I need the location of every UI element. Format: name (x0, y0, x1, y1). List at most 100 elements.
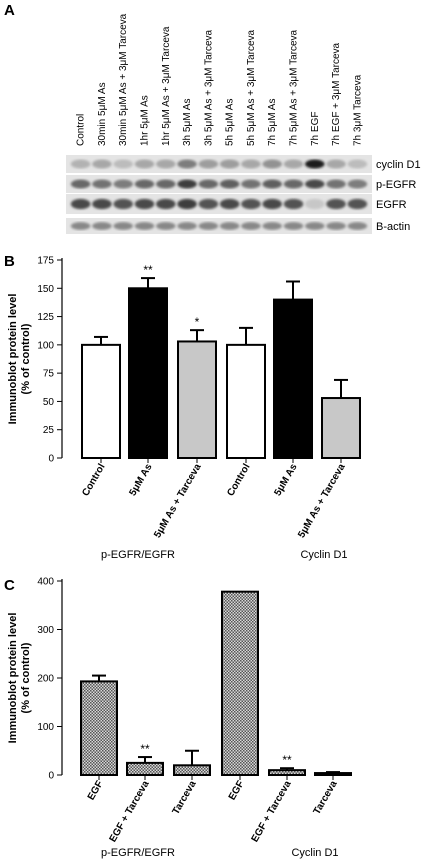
group-label: p-EGFR/EGFR (101, 549, 175, 561)
blot-band (198, 222, 219, 230)
x-category-label: 5μM As + Tarceva (152, 462, 204, 540)
blot-band (177, 159, 197, 169)
y-axis-label: Immunoblot protein level (7, 613, 19, 744)
significance-marker: * (195, 315, 200, 329)
y-tick-label: 0 (48, 771, 54, 782)
bar (268, 769, 306, 777)
y-axis-label: Immunoblot protein level (7, 294, 19, 425)
blot-band (326, 159, 346, 169)
blot-strip (66, 155, 372, 173)
lane-label: 30min 5μM As (97, 82, 108, 146)
group-label: Cyclin D1 (291, 847, 338, 859)
blot-strip (66, 175, 372, 193)
bar (226, 343, 266, 460)
lane-label: 3h 5μM As (182, 99, 193, 146)
x-category-label: Control (225, 462, 252, 498)
blot-band (241, 179, 261, 189)
x-category-label: EGF (227, 779, 247, 802)
lane-label: 5h 5μM As + 3μM Tarceva (246, 29, 257, 146)
lane-label: 7h 5μM As + 3μM Tarceva (289, 29, 300, 146)
y-tick-label: 100 (37, 340, 54, 351)
y-tick-label: 0 (48, 454, 54, 465)
bar (221, 590, 259, 776)
blot-band (219, 159, 240, 169)
bar (80, 680, 118, 777)
bar (177, 340, 217, 459)
blot-band (70, 198, 91, 210)
y-tick-label: 150 (37, 284, 54, 295)
bar (81, 343, 121, 460)
y-tick-label: 100 (37, 722, 54, 733)
significance-marker: ** (282, 753, 292, 767)
blot-band (198, 159, 219, 169)
lane-label: 7h EGF + 3μM Tarceva (331, 42, 342, 146)
blot-row-label: B-actin (376, 221, 410, 233)
group-label: Cyclin D1 (300, 549, 347, 561)
blot-band (134, 198, 155, 210)
lane-label: 30min 5μM As + 3μM Tarceva (118, 13, 129, 146)
blot-band (283, 198, 304, 210)
lane-label: 1hr 5μM As (140, 95, 151, 146)
x-category-label: 5μM As (127, 462, 154, 498)
blot-band (113, 179, 134, 189)
blot-band (347, 198, 368, 210)
lane-label: 7h 3μM Tarceva (352, 74, 363, 146)
x-category-label: 5μM As + Tarceva (296, 462, 348, 540)
y-tick-label: 25 (43, 425, 55, 436)
blot-band (70, 222, 91, 230)
blot-band (177, 222, 197, 230)
blot-band (304, 179, 325, 189)
x-category-label: Tarceva (312, 779, 340, 817)
blot-band (326, 222, 346, 230)
bar (273, 298, 313, 459)
blot-band (155, 179, 176, 189)
y-tick-label: 400 (37, 577, 54, 588)
blot-band (134, 159, 155, 169)
blot-band (347, 179, 368, 189)
panel-a-label: A (4, 2, 15, 19)
blot-band (70, 179, 91, 189)
blot-band (262, 179, 283, 189)
blot-strip (66, 218, 372, 234)
blot-band (262, 198, 283, 210)
x-category-label: Control (80, 462, 107, 498)
blot-band (92, 179, 112, 189)
x-category-label: EGF + Tarceva (250, 779, 294, 845)
lane-label: 3h 5μM As + 3μM Tarceva (203, 29, 214, 146)
blot-band (304, 198, 325, 210)
blot-band (347, 159, 368, 169)
blot-band (92, 159, 112, 169)
blot-band (155, 159, 176, 169)
lane-label: 7h 5μM As (267, 99, 278, 146)
blot-band (155, 222, 176, 230)
blot-band (177, 179, 197, 189)
blot-band (283, 179, 304, 189)
bar (128, 287, 168, 459)
y-axis-label-unit: (% of control) (20, 642, 32, 713)
y-tick-label: 175 (37, 256, 54, 267)
x-category-label: Tarceva (171, 779, 199, 817)
blot-band (198, 198, 219, 210)
y-tick-label: 200 (37, 674, 54, 685)
blot-band (198, 179, 219, 189)
blot-band (283, 222, 304, 230)
x-category-label: EGF + Tarceva (108, 779, 152, 845)
blot-strip (66, 194, 372, 214)
blot-band (155, 198, 176, 210)
blot-band (262, 159, 283, 169)
y-axis-label-unit: (% of control) (20, 323, 32, 394)
blot-band (241, 222, 261, 230)
y-tick-label: 50 (43, 397, 55, 408)
y-tick-label: 75 (43, 369, 55, 380)
blot-band (70, 159, 91, 169)
blot-band (326, 179, 346, 189)
group-label: p-EGFR/EGFR (101, 847, 175, 859)
blot-row-label: EGFR (376, 199, 407, 211)
blot-band (241, 159, 261, 169)
blot-band (134, 179, 155, 189)
panel-c-label: C (4, 577, 15, 594)
blot-band (262, 222, 283, 230)
x-category-label: EGF (86, 779, 106, 802)
significance-marker: ** (143, 263, 153, 277)
